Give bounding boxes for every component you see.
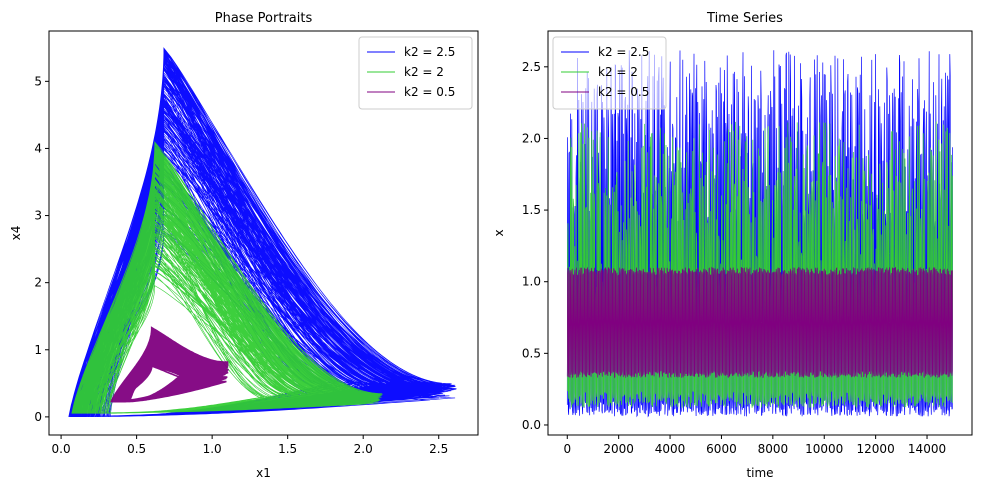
time-series-line xyxy=(566,266,953,379)
x-tick-label: 2.5 xyxy=(429,442,448,456)
phase-portraits-plot-area xyxy=(68,47,457,417)
legend-box xyxy=(358,36,473,110)
x-tick-label: 8000 xyxy=(758,442,789,456)
y-tick-label: 0 xyxy=(34,410,42,424)
legend-entry: k2 = 2 xyxy=(404,65,444,79)
x-tick-label: 2000 xyxy=(603,442,634,456)
phase-series-1 xyxy=(71,141,383,414)
y-tick-label: 4 xyxy=(34,141,42,155)
phase-trajectory xyxy=(68,47,457,417)
time-series-plot-area xyxy=(566,50,953,418)
legend-entry: k2 = 0.5 xyxy=(598,85,649,99)
x-tick-label: 4000 xyxy=(655,442,686,456)
legend-entry: k2 = 0.5 xyxy=(404,85,455,99)
x-tick-label: 0 xyxy=(563,442,571,456)
x-tick-label: 1.0 xyxy=(203,442,222,456)
y-tick-label: 1 xyxy=(34,343,42,357)
time-series-ticks: 0 2000 4000 6000 8000 10000 12000 14000 0.0 0.5 1.… xyxy=(522,60,946,456)
phase-portraits-legend: k2 = 2.5 k2 = 2 k2 = 0.5 xyxy=(358,36,473,110)
legend-box xyxy=(552,36,667,110)
y-tick-label: 2.0 xyxy=(522,131,541,145)
time-series-2 xyxy=(566,266,953,379)
phase-portraits-frame xyxy=(48,30,479,436)
phase-portraits-xlabel: x1 xyxy=(256,466,271,480)
phase-trajectory xyxy=(71,141,383,414)
y-tick-label: 2 xyxy=(34,276,42,290)
legend-entry: k2 = 2.5 xyxy=(404,45,455,59)
y-tick-label: 0.0 xyxy=(522,418,541,432)
time-series-ylabel: x xyxy=(492,229,506,236)
x-tick-label: 0.5 xyxy=(127,442,146,456)
phase-portraits-title: Phase Portraits xyxy=(215,11,313,26)
time-series-frame xyxy=(547,30,973,436)
y-tick-label: 0.5 xyxy=(522,346,541,360)
phase-series-0 xyxy=(68,47,457,417)
y-tick-label: 3 xyxy=(34,209,42,223)
phase-trajectory xyxy=(110,326,229,403)
x-tick-label: 0.0 xyxy=(52,442,71,456)
x-tick-label: 14000 xyxy=(908,442,946,456)
x-tick-label: 2.0 xyxy=(354,442,373,456)
legend-entry: k2 = 2 xyxy=(598,65,638,79)
y-tick-label: 2.5 xyxy=(522,60,541,74)
x-tick-label: 1.5 xyxy=(278,442,297,456)
time-series-xlabel: time xyxy=(746,466,773,480)
y-tick-label: 1.5 xyxy=(522,203,541,217)
time-series-title: Time Series xyxy=(706,11,783,26)
phase-portraits-axes: Phase Portraits 0.0 0.5 1.0 1.5 2.0 2.5 0 1 2 3 4 5… xyxy=(9,11,479,480)
y-tick-label: 1.0 xyxy=(522,275,541,289)
phase-portraits-ticks: 0.0 0.5 1.0 1.5 2.0 2.5 0 1 2 3 4 5 xyxy=(34,74,448,456)
phase-portraits-ylabel: x4 xyxy=(9,226,23,241)
x-tick-label: 10000 xyxy=(805,442,843,456)
legend-entry: k2 = 2.5 xyxy=(598,45,649,59)
time-series-legend: k2 = 2.5 k2 = 2 k2 = 0.5 xyxy=(552,36,667,110)
y-tick-label: 5 xyxy=(34,74,42,88)
x-tick-label: 12000 xyxy=(857,442,895,456)
phase-series-2 xyxy=(110,326,229,403)
x-tick-label: 6000 xyxy=(706,442,737,456)
time-series-axes: Time Series 0 2000 4000 6000 8000 10000 12000 1… xyxy=(492,11,973,480)
